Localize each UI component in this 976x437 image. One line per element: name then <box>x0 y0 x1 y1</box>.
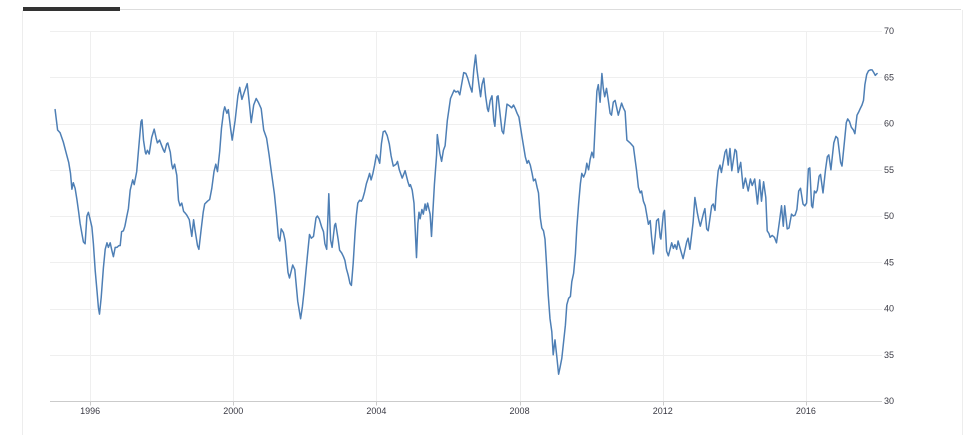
svg-text:2008: 2008 <box>510 406 530 416</box>
svg-text:2016: 2016 <box>796 406 816 416</box>
svg-text:35: 35 <box>884 350 894 360</box>
svg-text:1996: 1996 <box>80 406 100 416</box>
svg-text:45: 45 <box>884 257 894 267</box>
horizontal-gridlines <box>50 31 882 402</box>
svg-text:70: 70 <box>884 26 894 36</box>
svg-text:55: 55 <box>884 165 894 175</box>
svg-text:65: 65 <box>884 72 894 82</box>
svg-text:40: 40 <box>884 304 894 314</box>
card-right-border <box>962 10 963 435</box>
x-axis-labels: 1996 2000 2004 2008 2012 2016 <box>80 406 816 416</box>
card-left-border <box>22 10 23 435</box>
svg-text:50: 50 <box>884 211 894 221</box>
series-line <box>54 54 878 375</box>
card-accent-bar <box>23 7 120 11</box>
svg-text:30: 30 <box>884 396 894 406</box>
card-top-rule <box>120 9 961 10</box>
svg-text:60: 60 <box>884 119 894 129</box>
svg-text:2000: 2000 <box>223 406 243 416</box>
svg-text:2004: 2004 <box>366 406 386 416</box>
y-axis-labels: 70 65 60 55 50 45 40 35 30 <box>884 26 894 406</box>
svg-text:2012: 2012 <box>653 406 673 416</box>
